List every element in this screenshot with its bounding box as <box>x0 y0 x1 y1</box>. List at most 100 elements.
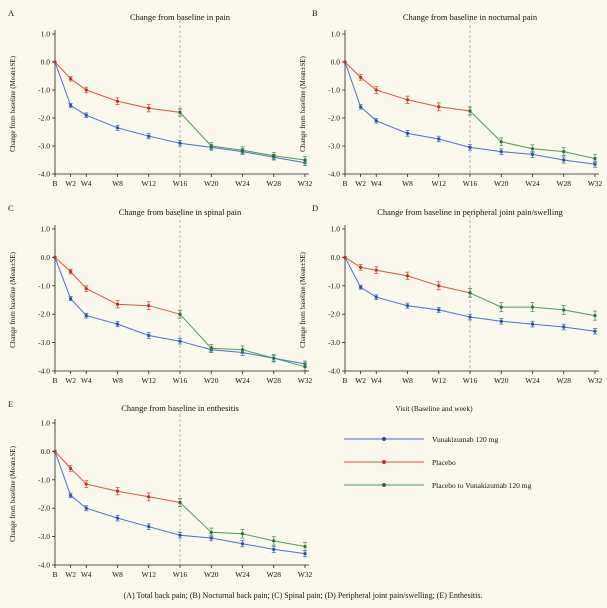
y-tick-label: 0.0 <box>331 58 341 67</box>
data-point <box>437 308 441 312</box>
y-tick-label: -4.0 <box>328 170 340 179</box>
y-tick-label: -1.0 <box>38 475 50 484</box>
data-point <box>272 154 276 158</box>
data-point <box>499 319 503 323</box>
x-tick-label: W2 <box>355 376 366 385</box>
data-point <box>115 126 120 130</box>
y-tick-label: -4.0 <box>38 561 50 570</box>
data-point <box>53 60 57 64</box>
data-point <box>147 525 151 529</box>
y-tick-label: -4.0 <box>38 367 50 376</box>
data-point <box>178 110 182 114</box>
data-point <box>359 75 363 79</box>
data-point <box>437 105 441 109</box>
legend-label-vunakizumab: Vunakizumab 120 mg <box>432 435 498 444</box>
data-point <box>115 99 120 103</box>
data-point <box>178 533 182 537</box>
x-tick-label: W20 <box>494 376 509 385</box>
series-line-vunakizumab <box>54 61 306 164</box>
data-point <box>240 532 245 536</box>
series-line-vunakizumab <box>54 451 306 555</box>
data-point <box>359 105 363 109</box>
panel-letter: A <box>8 8 15 18</box>
x-tick-label: W32 <box>588 376 603 385</box>
chart-panel-b: B Change from baseline in nocturnal pain 1… <box>299 8 603 188</box>
y-axis-title: Change from baseline (Mean±SE) <box>9 251 17 347</box>
data-point <box>405 274 410 278</box>
panel-letter: D <box>312 203 318 213</box>
y-tick-label: -1.0 <box>328 86 340 95</box>
panel-letter: B <box>312 8 318 18</box>
y-tick-label: 1.0 <box>41 419 51 428</box>
data-point <box>303 544 307 549</box>
y-axis-title: Change from baseline (Mean±SE) <box>299 251 307 347</box>
data-point <box>593 157 597 161</box>
data-point <box>115 302 120 306</box>
series-line-vunakizumab <box>344 61 596 165</box>
data-point <box>374 88 378 92</box>
data-point <box>209 144 213 148</box>
legend: Visit (Baseline and week) Vunakizumab 12… <box>344 404 532 490</box>
data-point <box>147 304 151 308</box>
data-point <box>84 287 88 291</box>
y-tick-label: -3.0 <box>328 338 340 347</box>
x-tick-label: W24 <box>525 179 540 188</box>
x-tick-label: W2 <box>65 570 76 579</box>
series-line-placebo <box>54 257 181 315</box>
data-point <box>405 304 410 308</box>
x-tick-label: W24 <box>235 179 250 188</box>
legend-marker-placebo <box>382 460 386 464</box>
series-line-placebo <box>344 61 471 112</box>
y-tick-label: -1.0 <box>38 281 50 290</box>
legend-marker-placebo-to-vunakizumab <box>382 483 386 487</box>
data-point <box>147 333 151 338</box>
legend-item-placebo: Placebo <box>344 458 456 467</box>
data-point <box>530 322 535 326</box>
chart-panel-e: E Change from baseline in enthesitis 1.0 0.… <box>8 399 313 579</box>
x-tick-label: W2 <box>65 179 76 188</box>
panel-title: Change from baseline in pain <box>130 12 231 22</box>
y-tick-label: 0.0 <box>331 253 341 262</box>
data-point <box>272 539 276 543</box>
y-axis-title: Change from baseline (Mean±SE) <box>9 55 17 151</box>
data-point <box>303 552 307 556</box>
panel-letter: C <box>8 203 14 213</box>
y-tick-label: 0.0 <box>41 253 51 262</box>
data-point <box>209 536 213 540</box>
data-point <box>147 106 151 110</box>
series-placebo-to-vunakizumab <box>178 309 307 371</box>
data-point <box>437 137 441 141</box>
y-tick-label: -4.0 <box>38 170 50 179</box>
x-tick-label: W32 <box>298 376 313 385</box>
y-tick-label: -1.0 <box>328 281 340 290</box>
data-point <box>209 530 213 534</box>
data-point <box>437 284 441 288</box>
x-tick-label: B <box>52 570 57 579</box>
y-tick-label: -3.0 <box>38 338 50 347</box>
y-axis-title: Change from baseline (Mean±SE) <box>299 55 307 151</box>
data-point <box>468 291 472 295</box>
x-tick-label: W4 <box>81 570 92 579</box>
series-placebo <box>343 60 472 116</box>
y-tick-label: -1.0 <box>38 86 50 95</box>
panel-title: Change from baseline in nocturnal pain <box>403 12 538 22</box>
data-point <box>178 500 182 505</box>
x-tick-label: W28 <box>266 570 281 579</box>
legend-label-placebo-to-vunakizumab: Placebo to Vunakizumab 120 mg <box>432 481 532 490</box>
data-point <box>115 489 120 493</box>
data-point <box>69 77 73 81</box>
y-tick-label: -3.0 <box>38 142 50 151</box>
data-point <box>272 547 276 551</box>
x-tick-label: W2 <box>65 376 76 385</box>
data-point <box>374 119 378 123</box>
data-point <box>593 329 597 333</box>
data-point <box>562 150 566 154</box>
x-tick-label: W24 <box>525 376 540 385</box>
y-tick-label: -4.0 <box>328 367 340 376</box>
y-tick-label: -2.0 <box>38 114 50 123</box>
data-point <box>499 150 503 154</box>
y-tick-label: 1.0 <box>41 30 51 39</box>
series-placebo <box>53 449 182 507</box>
series-placebo <box>53 60 182 117</box>
